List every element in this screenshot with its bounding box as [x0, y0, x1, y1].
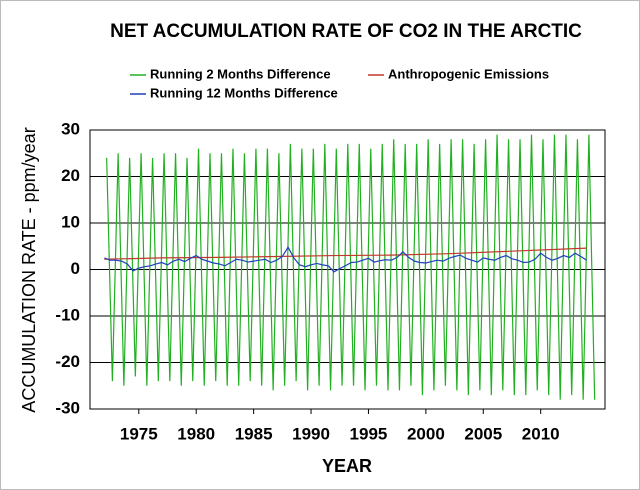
x-tick-label: 1995	[350, 424, 388, 443]
y-tick-label: 20	[61, 166, 80, 185]
y-tick-label: 0	[71, 259, 80, 278]
y-axis-label: ACCUMULATION RATE - ppm/year	[19, 127, 39, 412]
x-tick-label: 1975	[120, 424, 158, 443]
plot-border	[89, 129, 606, 410]
x-axis-label: YEAR	[322, 456, 372, 476]
y-tick-label: 30	[61, 119, 80, 138]
legend-label: Running 12 Months Difference	[150, 85, 338, 100]
y-tick-label: -10	[55, 305, 80, 324]
x-tick-label: 1985	[235, 424, 273, 443]
y-tick-label: 10	[61, 212, 80, 231]
series-line	[104, 247, 587, 260]
x-tick-label: 2010	[522, 424, 560, 443]
y-tick-label: -20	[55, 352, 80, 371]
legend-label: Running 2 Months Difference	[150, 66, 331, 81]
y-tick-label: -30	[55, 398, 80, 417]
chart-title: NET ACCUMULATION RATE OF CO2 IN THE ARCT…	[110, 21, 582, 42]
x-tick-label: 1990	[292, 424, 330, 443]
x-tick-label: 1980	[177, 424, 215, 443]
x-tick-label: 2000	[407, 424, 445, 443]
x-tick-label: 2005	[464, 424, 502, 443]
legend-label: Anthropogenic Emissions	[388, 66, 549, 81]
series-line	[106, 134, 596, 400]
series-line	[104, 245, 587, 273]
